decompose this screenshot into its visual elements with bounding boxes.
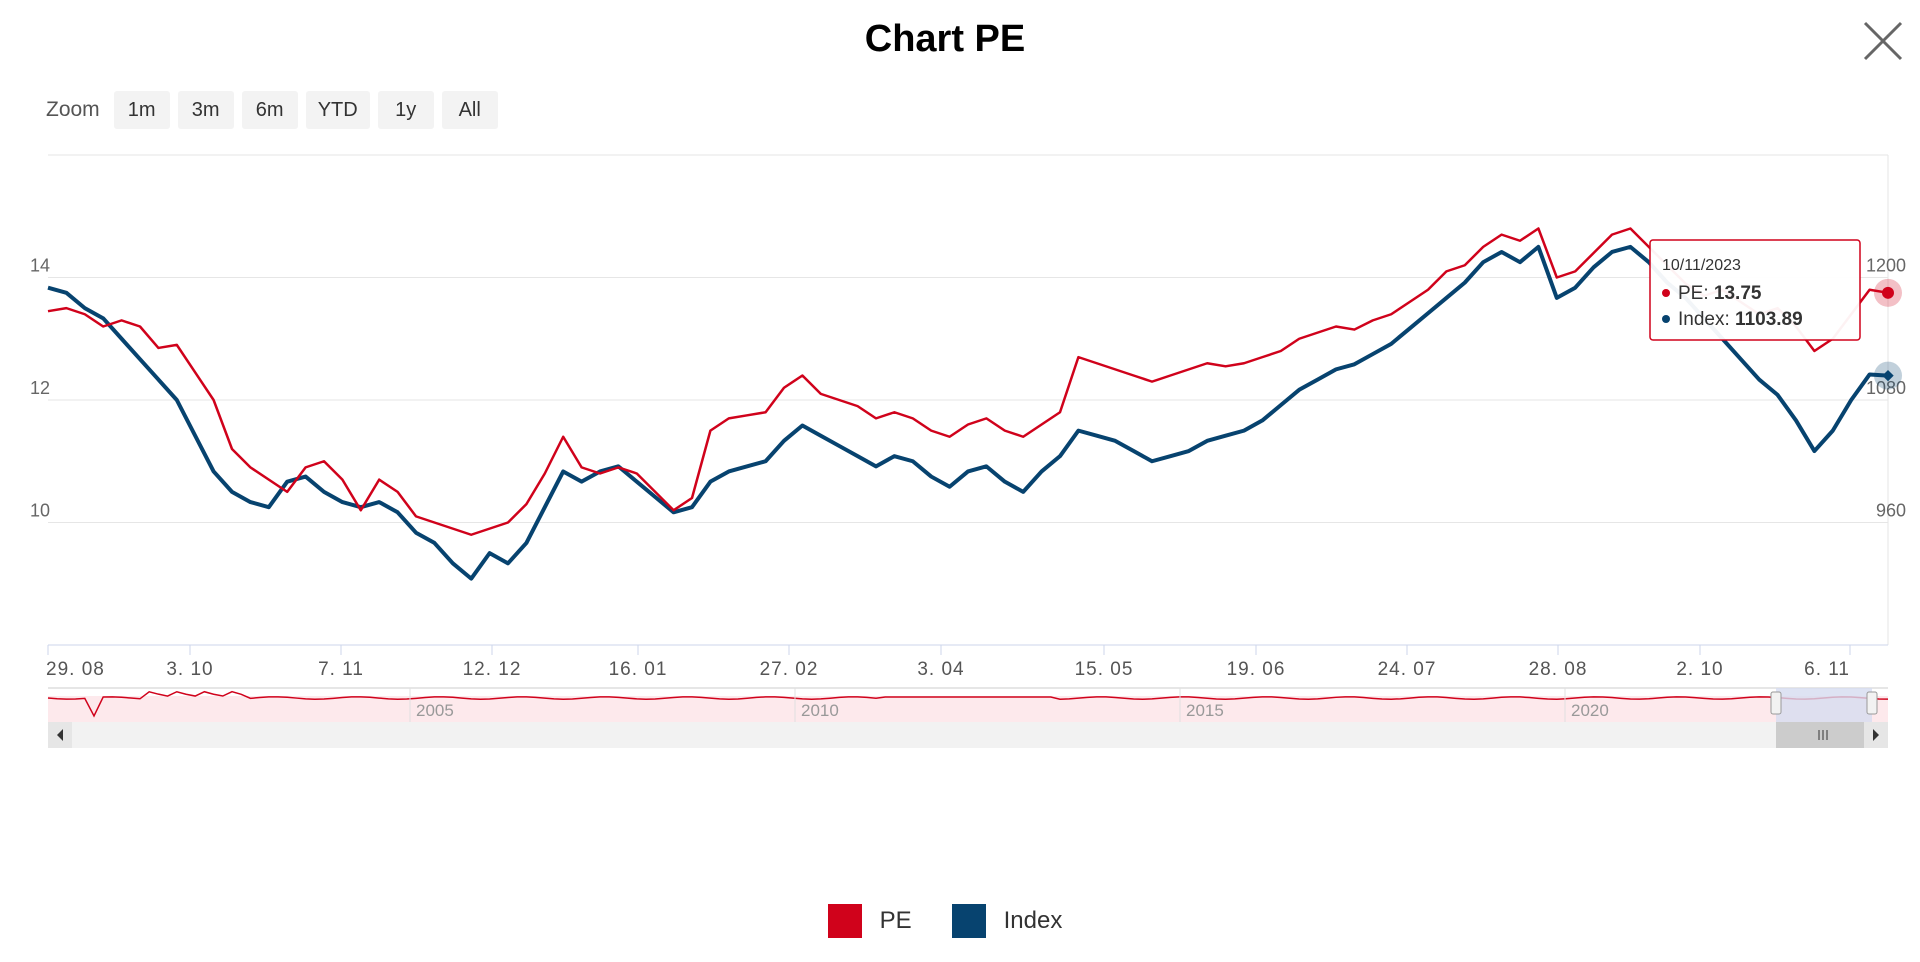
zoom-label: Zoom bbox=[46, 98, 100, 121]
scrollbar-left-arrow-icon bbox=[57, 729, 63, 741]
tooltip-pe-dot bbox=[1662, 289, 1670, 297]
x-tick-label: 3. 04 bbox=[917, 659, 964, 680]
index-hover-point bbox=[1882, 369, 1894, 382]
navigator-series-line bbox=[47, 690, 1889, 718]
scrollbar-track bbox=[48, 722, 1888, 748]
legend-label-index: Index bbox=[1003, 907, 1063, 934]
x-tick-label: 15. 05 bbox=[1075, 659, 1134, 680]
tooltip-layer: 10/11/2023 PE: 13.75 Index: 1103.89 bbox=[1649, 239, 1861, 341]
navigator-layer: 2005 2010 2015 2020 bbox=[47, 687, 1889, 748]
scrollbar-right-arrow-icon bbox=[1873, 729, 1879, 741]
pe-hover-point bbox=[1882, 286, 1894, 299]
y-left-tick-label: 14 bbox=[30, 256, 50, 276]
y-left-tick-label: 12 bbox=[30, 378, 50, 398]
tooltip-index-label: Index: 1103.89 bbox=[1678, 309, 1803, 330]
tooltip-box bbox=[1649, 239, 1861, 341]
grid-layer bbox=[48, 154, 1889, 646]
tooltip-date: 10/11/2023 bbox=[1662, 257, 1741, 274]
scrollbar-thumb bbox=[1776, 722, 1872, 748]
x-tick-label: 12. 12 bbox=[463, 659, 522, 680]
navigator-handle-right bbox=[1866, 691, 1878, 715]
legend-item-index[interactable]: Index bbox=[951, 904, 1063, 938]
scrollbar-left-button bbox=[48, 722, 72, 748]
x-tick-label: 28. 08 bbox=[1529, 659, 1588, 680]
zoom-all-button[interactable]: All bbox=[441, 91, 498, 129]
series-layer bbox=[47, 227, 1902, 581]
x-tick-layer: 29. 08 3. 10 7. 11 12. 12 16. 01 27. 02 3. 04 1… bbox=[46, 645, 1851, 680]
x-tick-label: 16. 01 bbox=[609, 659, 668, 680]
zoom-ytd-button[interactable]: YTD bbox=[305, 91, 370, 129]
y-right-tick-label: 960 bbox=[1876, 501, 1906, 521]
navigator-year-label: 2015 bbox=[1186, 701, 1224, 720]
index-hover-halo bbox=[1874, 361, 1902, 390]
legend-item-pe[interactable]: PE bbox=[827, 904, 912, 938]
x-tick-label: 2. 10 bbox=[1676, 659, 1723, 680]
tooltip-index-value: 1103.89 bbox=[1735, 309, 1803, 330]
close-icon[interactable] bbox=[1862, 20, 1904, 62]
chart-area: 10 12 14 960 1080 1200 29. 08 3. 10 7. 11 12. 12… bbox=[30, 154, 1906, 748]
y-right-tick-label: 1080 bbox=[1866, 378, 1906, 398]
navigator-year-label: 2005 bbox=[416, 701, 454, 720]
x-tick-label: 3. 10 bbox=[166, 659, 213, 680]
navigator-year-label: 2020 bbox=[1571, 701, 1609, 720]
scrollbar-right-button bbox=[1864, 722, 1888, 748]
navigator-selection bbox=[1776, 688, 1872, 722]
legend: PE Index bbox=[0, 904, 1890, 938]
navigator-area-fill bbox=[48, 696, 1888, 722]
tooltip-pe-value: 13.75 bbox=[1714, 283, 1762, 304]
series-line-index bbox=[47, 244, 1889, 581]
legend-swatch-pe bbox=[827, 904, 862, 938]
zoom-bar: Zoom 1m 3m 6m YTD 1y All bbox=[46, 90, 498, 130]
x-tick-label: 27. 02 bbox=[760, 659, 819, 680]
chart-title: Chart PE bbox=[864, 18, 1026, 60]
x-tick-label: 7. 11 bbox=[318, 659, 364, 680]
y-right-tick-label: 1200 bbox=[1866, 256, 1906, 276]
zoom-1m-button[interactable]: 1m bbox=[113, 91, 170, 129]
zoom-1y-button[interactable]: 1y bbox=[377, 91, 434, 129]
x-tick-label: 19. 06 bbox=[1227, 659, 1286, 680]
y-tick-layer: 10 12 14 960 1080 1200 bbox=[30, 256, 1906, 521]
pe-hover-halo bbox=[1874, 278, 1902, 307]
tooltip-pe-label: PE: 13.75 bbox=[1678, 283, 1762, 304]
legend-label-pe: PE bbox=[879, 907, 912, 934]
legend-swatch-index bbox=[951, 904, 986, 938]
tooltip-index-dot bbox=[1662, 315, 1670, 323]
x-tick-label: 6. 11 bbox=[1804, 659, 1850, 680]
x-tick-label: 29. 08 bbox=[46, 659, 105, 680]
zoom-3m-button[interactable]: 3m bbox=[177, 91, 234, 129]
navigator-handle-left bbox=[1770, 691, 1782, 715]
zoom-6m-button[interactable]: 6m bbox=[241, 91, 298, 129]
y-left-tick-label: 10 bbox=[30, 501, 50, 521]
series-line-pe bbox=[47, 227, 1889, 536]
navigator-year-label: 2010 bbox=[801, 701, 839, 720]
x-tick-label: 24. 07 bbox=[1378, 659, 1437, 680]
